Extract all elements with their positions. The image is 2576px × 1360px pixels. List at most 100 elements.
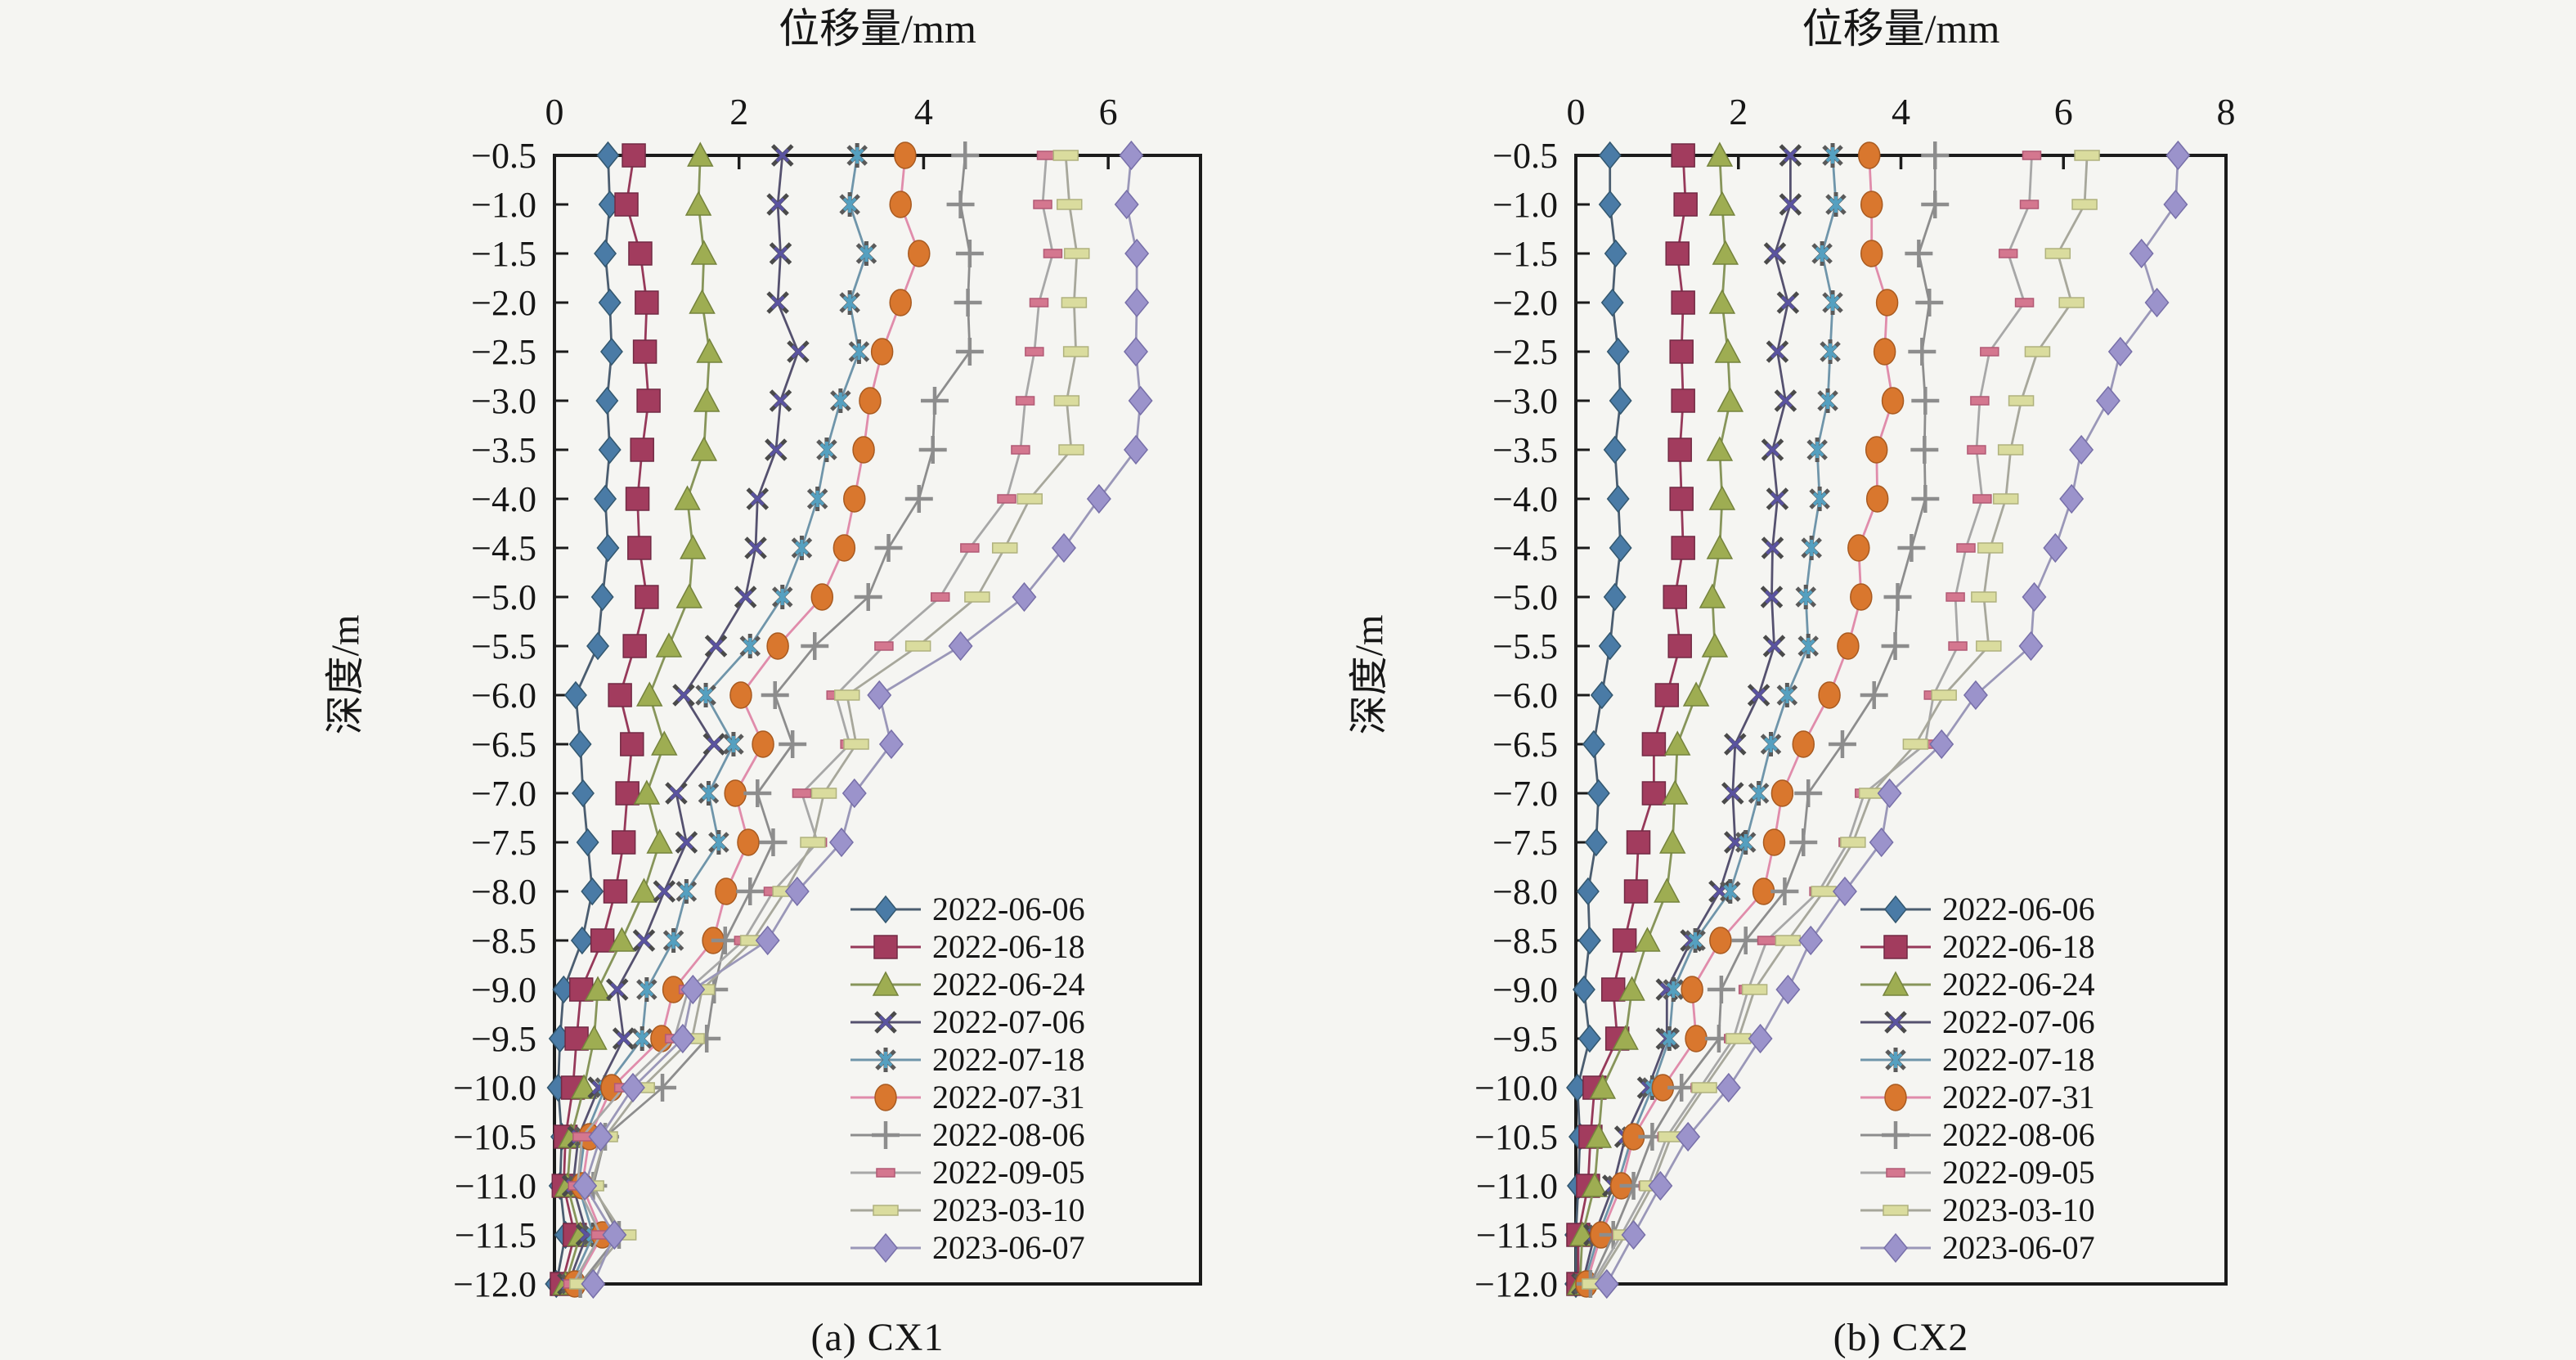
series-line [560, 155, 650, 1285]
diamond-marker [680, 974, 706, 1005]
circle-marker [870, 338, 894, 366]
y-tick-label: −6.0 [471, 676, 536, 716]
triangle-marker [1612, 1025, 1639, 1050]
dash-marker [2022, 150, 2042, 160]
dash-marker [1011, 445, 1030, 455]
series-2023-03-10 [1582, 150, 2100, 1290]
diamond-marker [1604, 239, 1627, 268]
x-marker-core [709, 639, 723, 653]
x-marker-core [657, 884, 671, 899]
x-marker-core [1770, 491, 1784, 506]
plus-marker [1883, 583, 1912, 611]
diamond-marker [2059, 483, 2085, 514]
y-tick-label: −3.0 [471, 381, 536, 421]
diamond-marker [1086, 483, 1111, 514]
diamond-marker [1124, 434, 1148, 465]
x-axis-title: 位移量/mm [1802, 6, 2000, 52]
triangle-marker [655, 632, 683, 658]
dash-marker [1948, 641, 1968, 651]
plus-marker [761, 681, 789, 709]
x-marker-core [707, 737, 721, 752]
diamond-marker [568, 729, 592, 759]
plot-border [553, 154, 1202, 1286]
square-marker [635, 290, 659, 315]
asterisk-marker-core [711, 834, 726, 851]
diamond-marker [1124, 238, 1150, 269]
dash-marker [2024, 346, 2051, 357]
x-marker-core [791, 344, 806, 359]
dash-marker [964, 591, 990, 603]
legend-label: 2022-07-31 [1942, 1079, 2095, 1115]
diamond-marker [1600, 288, 1624, 317]
square-marker [1667, 634, 1692, 658]
y-tick-label: −2.0 [471, 283, 536, 323]
plus-marker [1770, 877, 1799, 905]
circle-marker [1860, 191, 1883, 218]
series-line [1577, 155, 1687, 1284]
legend-label: 2022-08-06 [1942, 1116, 2095, 1153]
plus-marker [759, 828, 788, 856]
diamond-marker [2163, 189, 2188, 220]
x-tick-label: 6 [2054, 91, 2073, 132]
y-tick-label: −4.5 [1492, 528, 1558, 568]
asterisk-marker-core [679, 883, 693, 900]
plus-marker [955, 240, 984, 267]
diamond-marker [2129, 238, 2154, 269]
dash-marker [2071, 199, 2098, 210]
y-tick-label: −9.5 [1492, 1019, 1558, 1059]
diamond-marker [1584, 828, 1608, 857]
diamond-marker [2069, 434, 2094, 465]
circle-marker [1770, 779, 1794, 807]
legend-label: 2022-06-18 [1942, 928, 2095, 965]
diamond-marker [1598, 190, 1622, 219]
x-marker-core [1780, 295, 1795, 310]
diamond-marker [1124, 336, 1148, 367]
y-tick-label: −8.5 [471, 921, 536, 961]
legend-label: 2022-06-18 [932, 928, 1085, 965]
triangle-marker [689, 289, 716, 314]
x-marker-core [1783, 148, 1797, 163]
series-2022-07-31 [1575, 141, 1905, 1298]
chart-cx2-svg: 位移量/mm 深度/m 0 2 4 6 8 −0.5 −1.0 −1.5 −2.0 −2.5 −3.0 −… [1348, 6, 2236, 1304]
triangle-marker [1661, 779, 1689, 805]
square-marker [608, 683, 632, 707]
circle-marker [832, 534, 856, 562]
triangle-marker [646, 828, 673, 854]
x-tick-label: 0 [545, 91, 564, 132]
y-tick-label: −9.0 [471, 970, 536, 1010]
panel-caption-cx2: (b) CX2 [1833, 1316, 1969, 1359]
plus-marker [1921, 191, 1950, 218]
circle-marker [874, 1084, 897, 1111]
dash-marker [2014, 298, 2035, 307]
square-marker [1673, 192, 1698, 217]
diamond-marker [1577, 1024, 1601, 1053]
dash-marker [1886, 1168, 1905, 1178]
legend-label: 2022-06-24 [1942, 966, 2095, 1003]
diamond-marker [586, 631, 610, 661]
diamond-marker [590, 582, 614, 612]
asterisk-marker-core [635, 1030, 649, 1047]
series-2022-07-18 [1573, 143, 1847, 1296]
legend-label: 2022-07-06 [1942, 1003, 2095, 1040]
chart-cx1-svg: 位移量/mm 深度/m 0 2 4 6 −0.5 −1.0 −1.5 −2.0 −2.5 −3.0 −3… [324, 6, 1202, 1304]
plus-marker [1828, 730, 1856, 758]
plus-marker [872, 1121, 900, 1149]
diamond-marker [572, 779, 595, 808]
legend-item: 2022-06-24 [850, 966, 1085, 1003]
x-marker-core [1752, 688, 1766, 702]
plus-marker [954, 289, 982, 316]
diamond-marker [594, 484, 617, 514]
diamond-marker [2022, 581, 2047, 613]
circle-marker [1860, 240, 1883, 267]
legend-item: 2022-07-18 [1860, 1041, 2095, 1078]
square-marker [1671, 536, 1695, 560]
y-tick-label: −1.5 [471, 234, 536, 274]
panel-cx1: 位移量/mm 深度/m 0 2 4 6 −0.5 −1.0 −1.5 −2.0 −2.5 −3.0 −3… [324, 6, 1202, 1359]
triangle-marker [1682, 681, 1710, 707]
triangle-marker [1663, 730, 1691, 756]
y-tick-label: −8.0 [471, 872, 536, 912]
asterisk-marker-core [726, 736, 741, 752]
circle-marker [894, 141, 917, 169]
plus-marker [1905, 240, 1933, 267]
dash-marker [1971, 591, 1997, 603]
